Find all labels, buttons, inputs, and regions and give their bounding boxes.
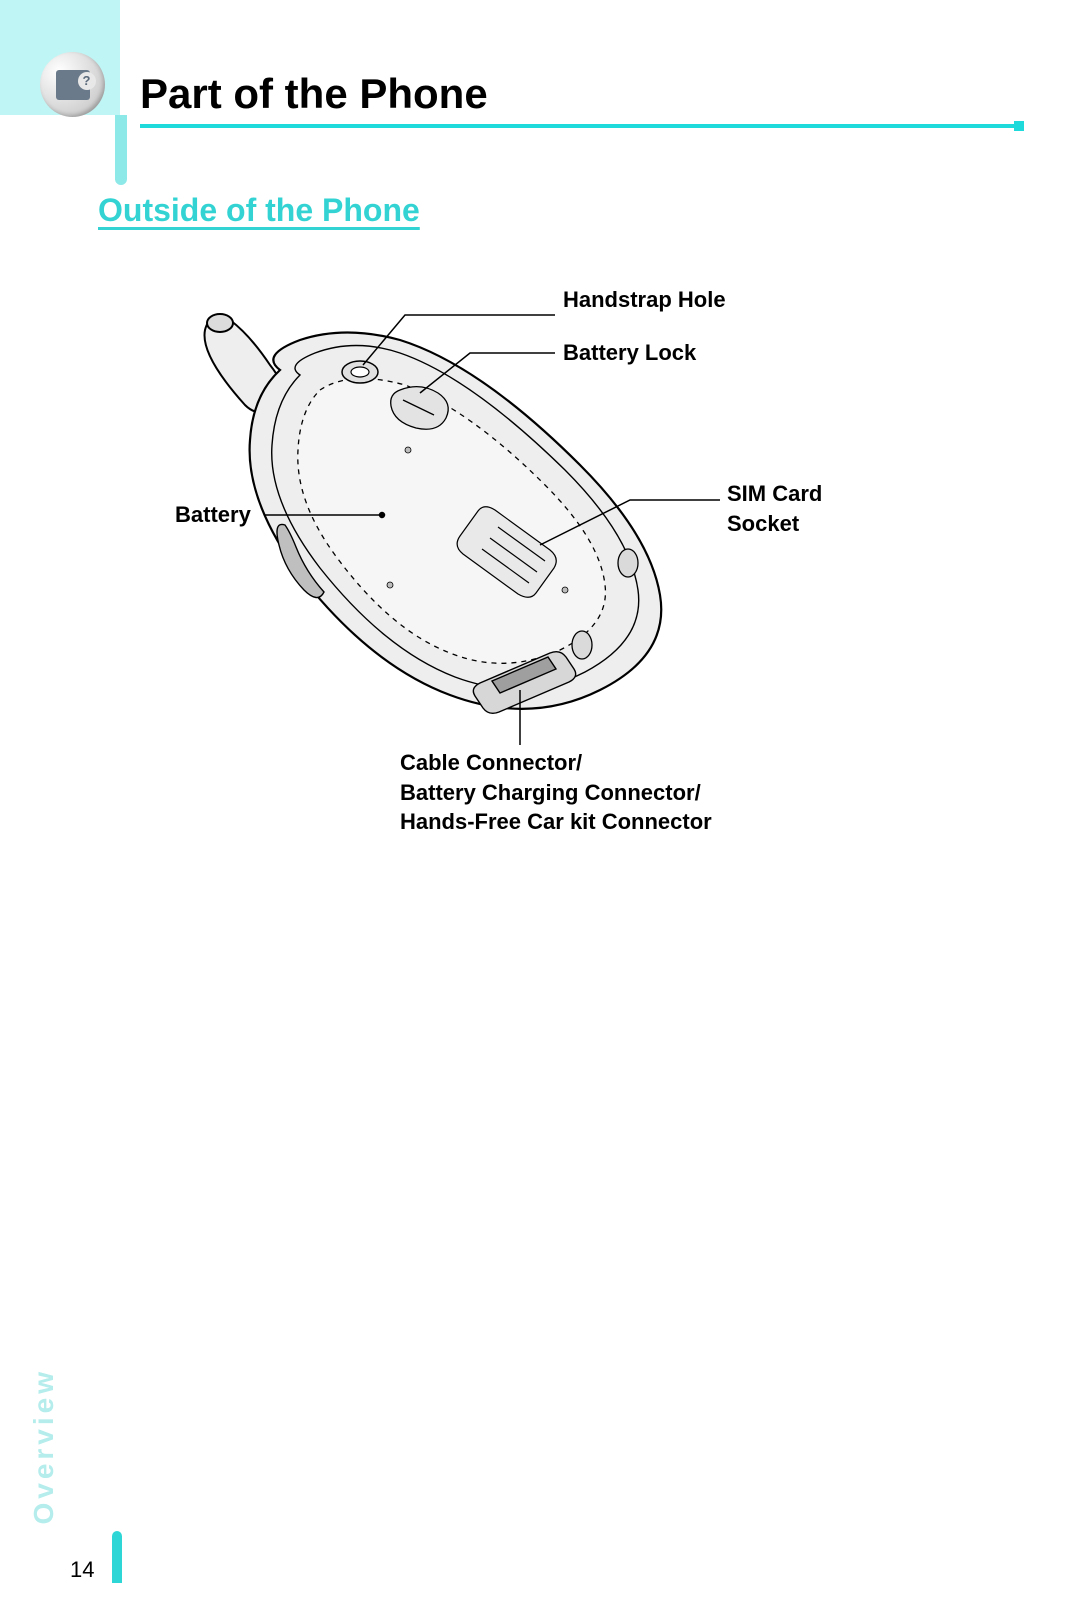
- page-number: 14: [70, 1557, 94, 1583]
- label-connector-line1: Cable Connector/: [400, 750, 582, 775]
- label-battery: Battery: [175, 500, 251, 530]
- footer-accent: [112, 1531, 122, 1583]
- label-sim: SIM Card Socket: [727, 479, 850, 538]
- sidebar-accent: [115, 115, 127, 185]
- label-handstrap: Handstrap Hole: [563, 285, 726, 315]
- section-tab: Overview: [28, 1368, 60, 1525]
- phone-diagram: Handstrap Hole Battery Lock SIM Card Soc…: [150, 275, 850, 835]
- page-title: Part of the Phone: [140, 70, 488, 118]
- title-rule: [140, 124, 1020, 128]
- section-subtitle: Outside of the Phone: [98, 192, 420, 229]
- help-icon: [56, 70, 90, 100]
- label-connector-line3: Hands-Free Car kit Connector: [400, 809, 712, 834]
- page-help-icon: [40, 52, 105, 117]
- label-battery-lock: Battery Lock: [563, 338, 696, 368]
- label-connector-line2: Battery Charging Connector/: [400, 780, 701, 805]
- title-rule-cap: [1014, 121, 1024, 131]
- label-connector: Cable Connector/ Battery Charging Connec…: [400, 748, 712, 837]
